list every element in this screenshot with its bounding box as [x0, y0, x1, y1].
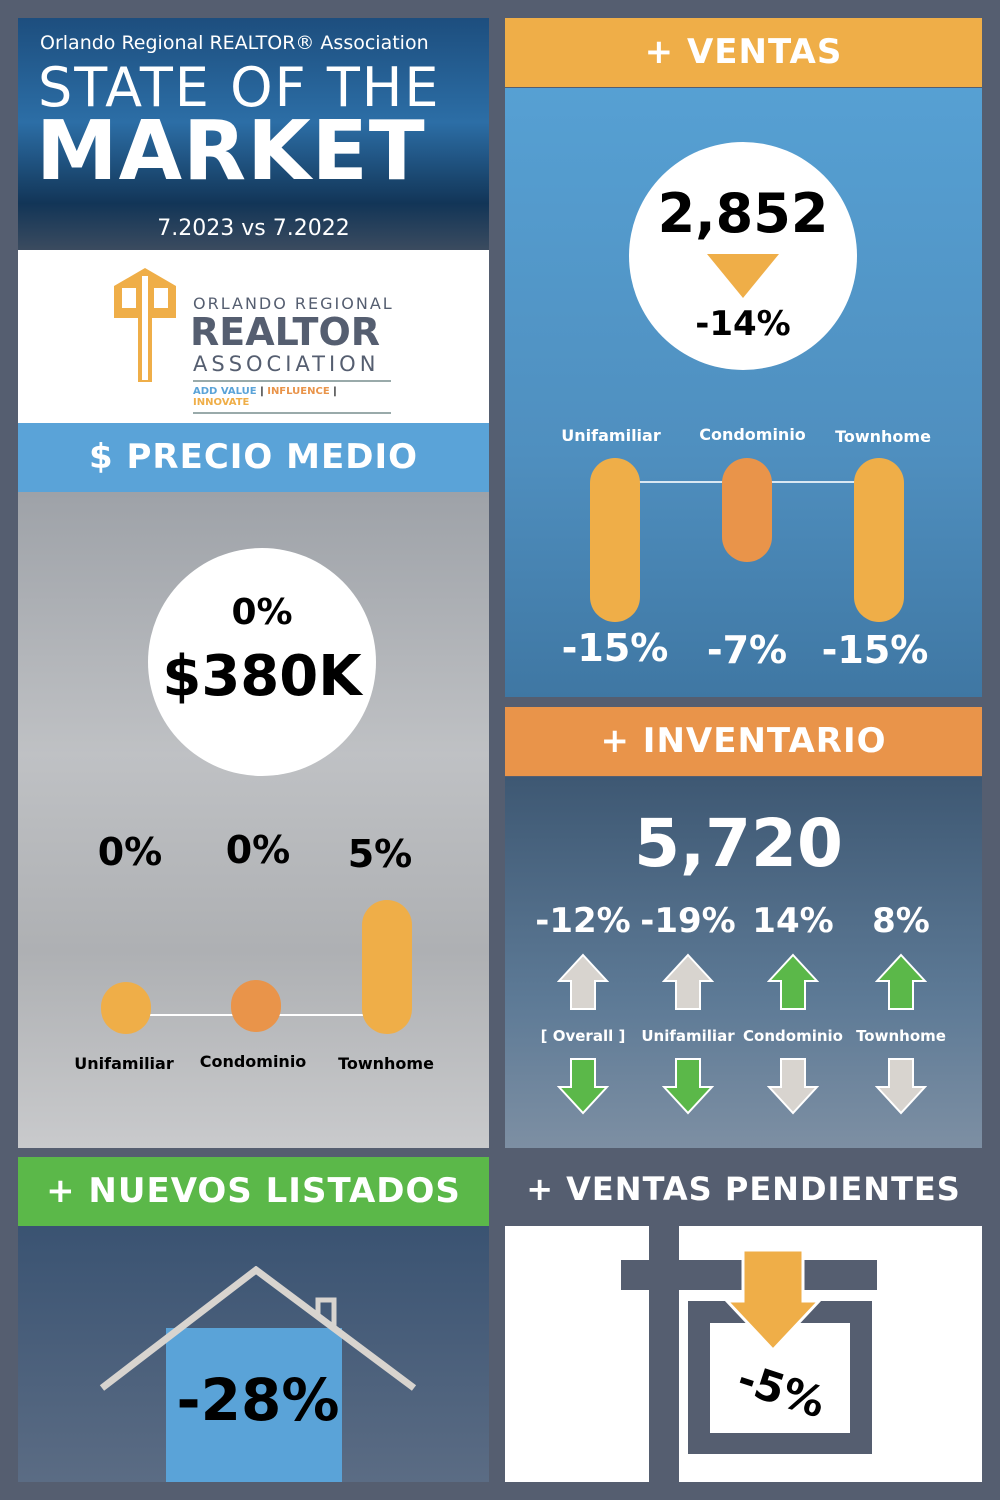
precio-unifamiliar-mark [101, 982, 151, 1034]
up-arrow-icon [662, 953, 714, 1010]
ventas-panel: 2,852 -14% Unifamiliar Condominio Townho… [505, 88, 982, 697]
up-arrow-icon [767, 953, 819, 1010]
inventario-label: Condominio [743, 1027, 843, 1045]
down-arrow-icon [662, 1058, 714, 1115]
ventas-condominio-label: Condominio [699, 425, 806, 444]
precio-value: $380K [162, 644, 362, 709]
inventario-change: 8% [872, 901, 930, 941]
house-icon [99, 1266, 417, 1482]
logo-tagline: ADD VALUE | INFLUENCE | INNOVATE [193, 380, 391, 414]
down-arrow-icon [767, 1058, 819, 1115]
ventas-title: + VENTAS [505, 18, 982, 87]
precio-unifamiliar-change: 0% [97, 830, 163, 874]
org-name: Orlando Regional REALTOR® Association [40, 32, 429, 54]
title-line1: STATE OF THE [38, 56, 441, 119]
listados-title: + NUEVOS LISTADOS [18, 1157, 489, 1226]
period: 7.2023 vs 7.2022 [157, 216, 350, 241]
header-banner: Orlando Regional REALTOR® Association ST… [18, 18, 489, 250]
inventario-change: 14% [752, 901, 834, 941]
down-arrow-icon [723, 1248, 823, 1353]
down-arrow-icon [557, 1058, 609, 1115]
ventas-value: 2,852 [657, 182, 829, 245]
inventario-value: 5,720 [634, 805, 843, 882]
precio-condominio-mark [231, 980, 281, 1032]
precio-panel: 0% $380K 0% 0% 5% Unifamiliar Condominio… [18, 492, 489, 1148]
precio-townhome-label: Townhome [338, 1054, 434, 1073]
ventas-circle: 2,852 -14% [629, 142, 857, 370]
pendientes-title: + VENTAS PENDIENTES [526, 1170, 961, 1208]
down-triangle-icon [707, 254, 779, 298]
association-logo: ORLANDO REGIONAL REALTOR ASSOCIATION ADD… [18, 250, 489, 423]
logo-line3: ASSOCIATION [193, 352, 380, 376]
key-house-icon [114, 268, 176, 382]
inventario-label: [ Overall ] [540, 1027, 626, 1045]
precio-condominio-label: Condominio [199, 1052, 307, 1071]
inventario-title: + INVENTARIO [505, 707, 982, 776]
tag-innovate: INNOVATE [193, 397, 250, 408]
logo-line1: ORLANDO REGIONAL [193, 294, 394, 313]
up-arrow-icon [875, 953, 927, 1010]
pendientes-panel: -5% [505, 1226, 982, 1482]
sign-post-icon [621, 1226, 877, 1482]
inventario-label: Townhome [856, 1027, 946, 1045]
ventas-unifamiliar-mark [590, 458, 640, 622]
ventas-change: -14% [695, 304, 791, 344]
inventario-change: -12% [535, 901, 631, 941]
title-line2: MARKET [36, 104, 426, 199]
logo-line2: REALTOR [190, 310, 381, 354]
precio-townhome-change: 5% [347, 832, 413, 876]
ventas-townhome-mark [854, 458, 904, 622]
listados-panel: -28% [18, 1226, 489, 1482]
listados-change: -28% [176, 1366, 340, 1434]
ventas-unifamiliar-label: Unifamiliar [561, 426, 661, 445]
precio-circle: 0% $380K [148, 548, 376, 776]
precio-title: $ PRECIO MEDIO [18, 423, 489, 492]
inventario-change: -19% [640, 901, 736, 941]
down-arrow-icon [875, 1058, 927, 1115]
ventas-townhome-label: Townhome [835, 427, 931, 446]
ventas-condominio-mark [722, 458, 772, 562]
precio-change: 0% [231, 592, 293, 633]
ventas-townhome-change: -15% [821, 628, 929, 672]
tag-influence: INFLUENCE [267, 386, 330, 397]
precio-unifamiliar-label: Unifamiliar [74, 1054, 174, 1073]
ventas-unifamiliar-change: -15% [561, 626, 669, 670]
precio-condominio-change: 0% [225, 828, 291, 872]
inventario-label: Unifamiliar [641, 1027, 735, 1045]
tag-add-value: ADD VALUE [193, 386, 257, 397]
precio-townhome-mark [362, 900, 412, 1034]
ventas-condominio-change: -7% [706, 628, 788, 672]
up-arrow-icon [557, 953, 609, 1010]
inventario-panel: 5,720 -12% [ Overall ] -19% Unifamiliar … [505, 777, 982, 1148]
